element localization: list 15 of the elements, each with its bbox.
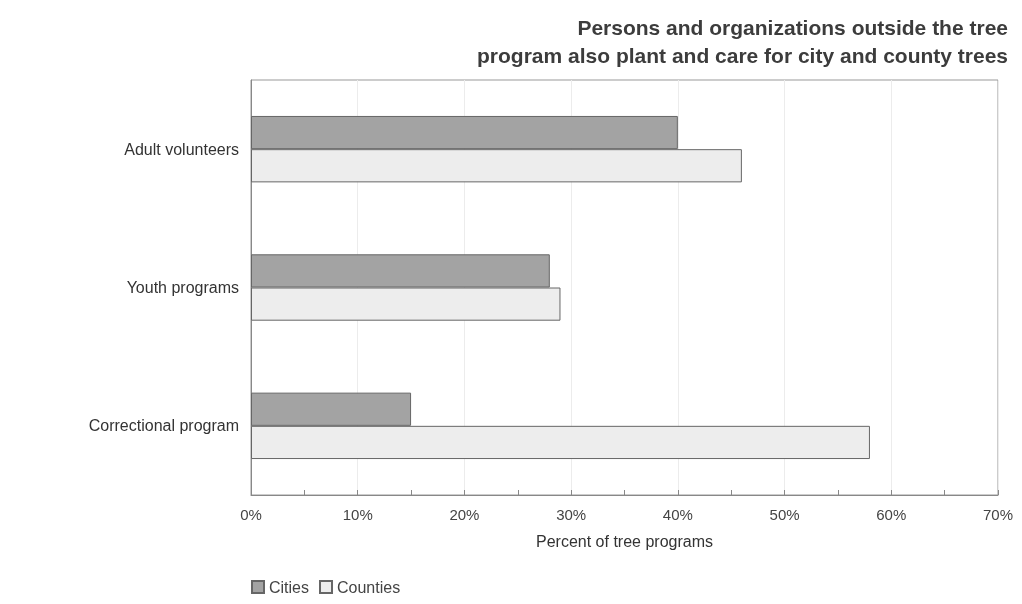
chart-title: Persons and organizations outside the tree program also plant and care for city and county trees <box>477 15 1008 67</box>
x-tick-label: 40% <box>662 506 693 523</box>
legend-label: Counties <box>337 578 401 596</box>
y-tick-label: Youth programs <box>126 279 239 296</box>
x-tick-label: 20% <box>449 506 480 523</box>
legend-label: Cities <box>269 578 310 596</box>
y-tick-label: Correctional program <box>88 417 239 435</box>
x-tick-label: 0% <box>240 506 262 523</box>
x-tick-label: 50% <box>769 506 800 523</box>
x-axis-title: Percent of tree programs <box>536 532 713 550</box>
x-tick-label: 70% <box>982 506 1014 523</box>
x-tick-label: 30% <box>556 506 587 523</box>
y-tick-label: Adult volunteers <box>124 140 239 158</box>
x-tick-label: 60% <box>876 506 907 523</box>
x-tick-label: 10% <box>342 506 373 523</box>
